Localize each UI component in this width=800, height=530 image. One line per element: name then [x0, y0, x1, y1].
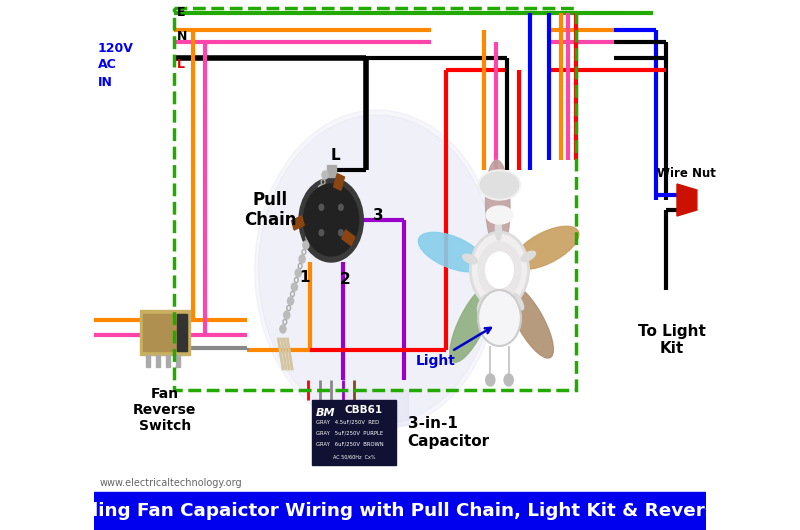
Bar [312, 400, 396, 465]
Bar [342, 230, 355, 246]
Circle shape [299, 255, 305, 263]
Text: 2: 2 [339, 272, 350, 287]
Text: IN: IN [98, 75, 113, 89]
Circle shape [303, 184, 358, 256]
Bar [166, 355, 170, 367]
Text: E: E [177, 6, 185, 20]
Circle shape [319, 204, 324, 210]
Circle shape [504, 374, 514, 386]
Circle shape [303, 241, 309, 249]
Text: AC 50/60Hz  Cx%: AC 50/60Hz Cx% [333, 455, 375, 460]
Text: L: L [330, 147, 340, 163]
Circle shape [258, 115, 496, 425]
Text: To Light
Kit: To Light Kit [638, 324, 706, 356]
Circle shape [314, 199, 321, 207]
Circle shape [486, 374, 495, 386]
Text: CBB61: CBB61 [345, 405, 383, 415]
Text: 3-in-1
Capacitor: 3-in-1 Capacitor [408, 416, 490, 449]
Circle shape [338, 204, 343, 210]
Ellipse shape [513, 293, 524, 310]
Text: 1: 1 [299, 270, 310, 286]
Ellipse shape [521, 251, 535, 261]
Bar [146, 355, 150, 367]
Ellipse shape [478, 295, 487, 312]
Text: L: L [177, 58, 185, 72]
Ellipse shape [514, 226, 579, 269]
Bar [140, 310, 190, 355]
Polygon shape [677, 184, 697, 216]
Circle shape [319, 229, 324, 236]
Bar [334, 174, 345, 190]
Circle shape [338, 229, 343, 236]
Text: GRAY   5uF/250V  PURPLE: GRAY 5uF/250V PURPLE [316, 430, 383, 436]
Bar [143, 314, 186, 351]
Bar [178, 314, 186, 351]
Ellipse shape [495, 220, 502, 240]
Ellipse shape [486, 206, 513, 224]
Circle shape [291, 283, 298, 291]
Ellipse shape [462, 254, 478, 264]
Circle shape [254, 110, 499, 430]
Bar [156, 355, 160, 367]
Ellipse shape [480, 172, 518, 198]
Circle shape [478, 242, 521, 298]
Text: N: N [177, 30, 187, 42]
Ellipse shape [506, 285, 554, 358]
Bar [346, 390, 408, 425]
Circle shape [280, 325, 286, 333]
Text: BM: BM [316, 408, 335, 418]
Circle shape [310, 213, 317, 221]
Text: www.electricaltechnology.org: www.electricaltechnology.org [100, 478, 242, 488]
Text: Fan
Reverse
Switch: Fan Reverse Switch [133, 387, 197, 433]
Text: Light: Light [415, 328, 491, 368]
Text: AC: AC [98, 58, 117, 72]
Text: Wire Nut: Wire Nut [658, 167, 716, 180]
Text: 3 in 1 Ceiling Fan Capaictor Wiring with Pull Chain, Light Kit & Reverse Switch: 3 in 1 Ceiling Fan Capaictor Wiring with… [0, 502, 800, 520]
Text: GRAY   4.5uF/250V  RED: GRAY 4.5uF/250V RED [316, 420, 379, 425]
Bar [176, 355, 180, 367]
Text: Pull
Chain: Pull Chain [244, 191, 296, 229]
Ellipse shape [478, 170, 521, 200]
Text: 120V: 120V [98, 41, 134, 55]
Bar [326, 165, 336, 177]
Bar [174, 8, 576, 390]
Circle shape [470, 232, 529, 308]
Circle shape [318, 185, 324, 193]
Circle shape [287, 297, 294, 305]
Bar [291, 216, 304, 230]
Ellipse shape [486, 160, 510, 250]
Circle shape [299, 178, 363, 262]
Circle shape [284, 311, 290, 319]
Text: GRAY   6uF/250V  BROWN: GRAY 6uF/250V BROWN [316, 441, 383, 446]
Circle shape [486, 252, 514, 288]
Bar [94, 492, 706, 530]
Circle shape [295, 269, 302, 277]
Circle shape [322, 171, 328, 179]
Text: 3: 3 [374, 208, 384, 223]
Circle shape [306, 227, 313, 235]
Ellipse shape [450, 286, 494, 362]
Circle shape [478, 290, 521, 346]
Ellipse shape [418, 232, 485, 272]
